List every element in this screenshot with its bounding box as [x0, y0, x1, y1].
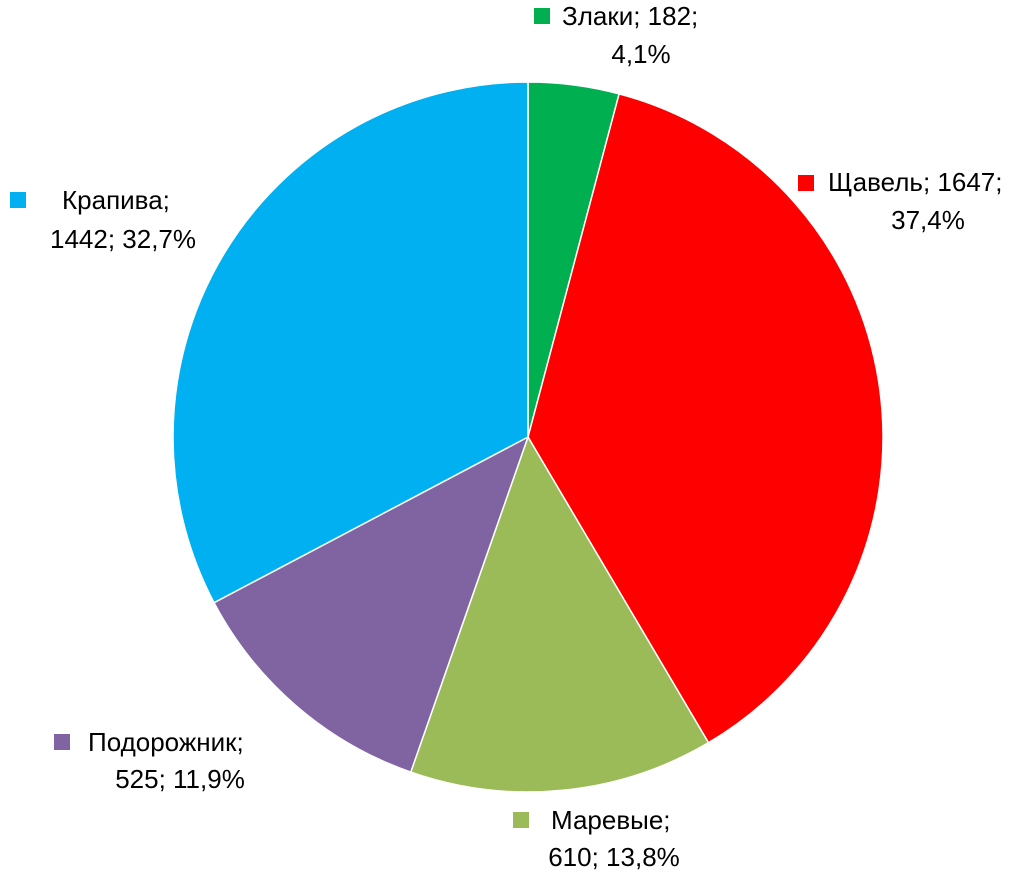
pie-slice [172, 81, 529, 604]
label-marker [10, 192, 26, 208]
label-marker [513, 812, 529, 828]
label-marker [798, 175, 814, 191]
pie-slice [213, 435, 530, 774]
data-label: 4,1% [611, 39, 670, 69]
data-label: Злаки; 182; [562, 1, 698, 31]
data-label: 37,4% [891, 205, 965, 235]
pie-slice [527, 92, 884, 744]
label-marker [54, 734, 70, 750]
data-label: Крапива; [62, 185, 170, 215]
data-label: Подорожник; [88, 727, 244, 757]
data-label: Щавель; 1647; [828, 167, 1002, 197]
data-label: 525; 11,9% [115, 764, 245, 794]
data-label: 610; 13,8% [548, 842, 680, 872]
data-label: 1442; 32,7% [50, 224, 196, 254]
label-marker [534, 8, 550, 24]
pie-slice [409, 435, 710, 793]
data-label: Маревые; [551, 805, 671, 835]
